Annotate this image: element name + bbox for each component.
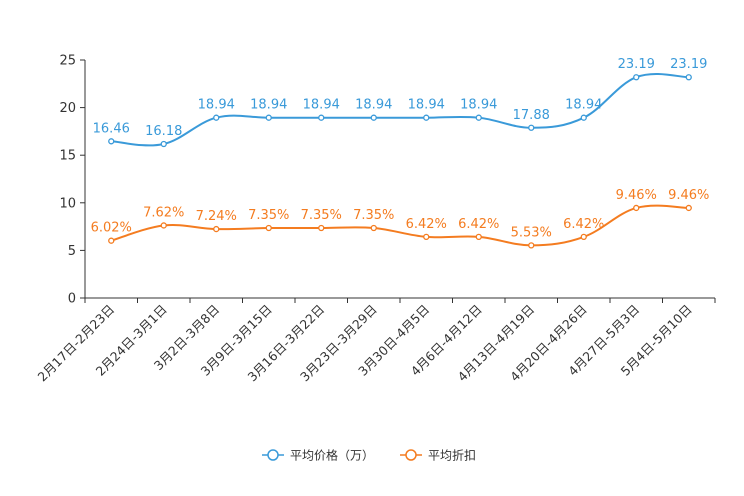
legend-label-1: 平均折扣 bbox=[428, 448, 476, 463]
data-label: 18.94 bbox=[460, 98, 497, 113]
data-point bbox=[265, 114, 272, 121]
data-point bbox=[475, 233, 482, 241]
series-line-1 bbox=[110, 204, 689, 247]
data-point bbox=[633, 204, 640, 212]
data-point bbox=[475, 114, 482, 121]
data-point bbox=[108, 138, 115, 145]
data-point bbox=[423, 233, 430, 241]
data-label: 7.35% bbox=[248, 208, 289, 223]
data-point bbox=[528, 242, 535, 249]
data-label: 9.46% bbox=[616, 188, 657, 203]
data-label: 18.94 bbox=[250, 98, 287, 113]
y-tick-label: 15 bbox=[59, 149, 76, 164]
data-point bbox=[423, 114, 430, 121]
data-label: 18.94 bbox=[565, 98, 602, 113]
data-label: 18.94 bbox=[355, 98, 392, 113]
y-tick-label: 25 bbox=[59, 54, 76, 69]
data-label: 23.19 bbox=[618, 57, 655, 72]
data-point bbox=[580, 114, 587, 121]
data-label: 6.42% bbox=[563, 217, 604, 232]
legend-marker-1 bbox=[405, 449, 417, 461]
y-tick-label: 5 bbox=[68, 244, 76, 259]
legend-label-0: 平均价格（万） bbox=[290, 448, 374, 463]
data-point bbox=[265, 224, 272, 232]
data-point bbox=[108, 237, 115, 244]
data-label: 18.94 bbox=[198, 98, 235, 113]
data-label: 16.46 bbox=[93, 121, 130, 136]
data-point bbox=[580, 233, 587, 241]
data-point bbox=[213, 114, 220, 121]
data-label: 6.42% bbox=[458, 217, 499, 232]
data-label: 7.35% bbox=[353, 208, 394, 223]
data-point bbox=[213, 225, 220, 233]
data-point bbox=[318, 114, 325, 121]
y-tick-label: 20 bbox=[59, 101, 76, 116]
y-tick-label: 0 bbox=[68, 292, 76, 307]
data-label: 5.53% bbox=[511, 225, 552, 240]
data-label: 9.46% bbox=[668, 188, 709, 203]
data-point bbox=[633, 74, 640, 81]
data-point bbox=[528, 124, 535, 131]
data-point bbox=[370, 114, 377, 121]
data-label: 17.88 bbox=[513, 108, 550, 123]
data-label: 7.35% bbox=[301, 208, 342, 223]
data-label: 18.94 bbox=[303, 98, 340, 113]
data-label: 6.02% bbox=[91, 221, 132, 236]
data-label: 18.94 bbox=[408, 98, 445, 113]
y-tick-label: 10 bbox=[59, 196, 76, 211]
data-point bbox=[160, 222, 167, 229]
series-line-0 bbox=[111, 73, 689, 147]
data-label: 6.42% bbox=[406, 217, 447, 232]
data-point bbox=[160, 140, 167, 148]
data-label: 7.62% bbox=[143, 205, 184, 220]
data-label: 23.19 bbox=[670, 57, 707, 72]
data-point bbox=[370, 224, 377, 232]
data-point bbox=[685, 74, 692, 81]
data-point bbox=[318, 224, 325, 232]
data-label: 16.18 bbox=[145, 124, 182, 139]
legend-marker-0 bbox=[267, 449, 279, 461]
data-label: 7.24% bbox=[196, 209, 237, 224]
data-point bbox=[685, 204, 692, 212]
